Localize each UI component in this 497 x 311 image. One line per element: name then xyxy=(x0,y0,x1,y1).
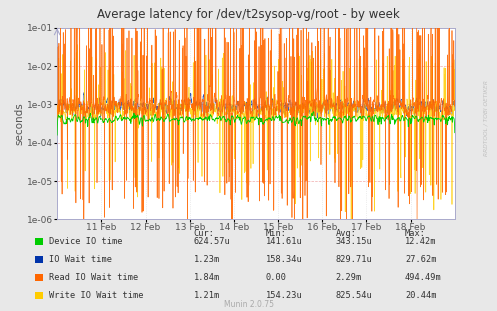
Text: 27.62m: 27.62m xyxy=(405,255,436,264)
Text: Device IO time: Device IO time xyxy=(49,237,122,246)
Text: 1.23m: 1.23m xyxy=(194,255,220,264)
Text: 0.00: 0.00 xyxy=(266,273,287,282)
Text: 1.21m: 1.21m xyxy=(194,291,220,300)
Text: RRDTOOL / TOBI OETIKER: RRDTOOL / TOBI OETIKER xyxy=(483,80,488,156)
Text: Average latency for /dev/t2sysop-vg/root - by week: Average latency for /dev/t2sysop-vg/root… xyxy=(97,8,400,21)
Text: Min:: Min: xyxy=(266,229,287,238)
Text: 20.44m: 20.44m xyxy=(405,291,436,300)
Text: 624.57u: 624.57u xyxy=(194,237,231,246)
Text: 12.42m: 12.42m xyxy=(405,237,436,246)
Text: 1.84m: 1.84m xyxy=(194,273,220,282)
Text: IO Wait time: IO Wait time xyxy=(49,255,112,264)
Text: 343.15u: 343.15u xyxy=(335,237,372,246)
Y-axis label: seconds: seconds xyxy=(14,102,24,145)
Text: 158.34u: 158.34u xyxy=(266,255,303,264)
Text: 154.23u: 154.23u xyxy=(266,291,303,300)
Text: 141.61u: 141.61u xyxy=(266,237,303,246)
Text: 2.29m: 2.29m xyxy=(335,273,362,282)
Text: 494.49m: 494.49m xyxy=(405,273,442,282)
Text: 825.54u: 825.54u xyxy=(335,291,372,300)
Text: Avg:: Avg: xyxy=(335,229,356,238)
Text: 829.71u: 829.71u xyxy=(335,255,372,264)
Text: Write IO Wait time: Write IO Wait time xyxy=(49,291,143,300)
Text: Max:: Max: xyxy=(405,229,426,238)
Text: Read IO Wait time: Read IO Wait time xyxy=(49,273,138,282)
Text: Munin 2.0.75: Munin 2.0.75 xyxy=(224,300,273,309)
Text: Cur:: Cur: xyxy=(194,229,215,238)
